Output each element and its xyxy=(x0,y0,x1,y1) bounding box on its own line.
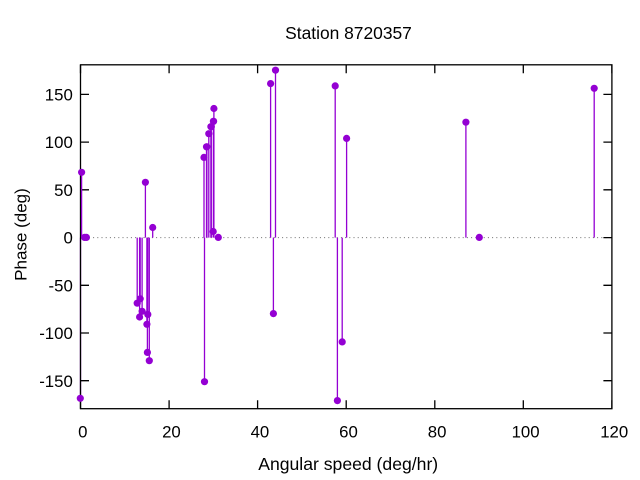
svg-text:20: 20 xyxy=(162,422,181,441)
svg-text:40: 40 xyxy=(251,422,270,441)
svg-text:150: 150 xyxy=(45,86,73,105)
svg-text:0: 0 xyxy=(78,422,87,441)
svg-text:100: 100 xyxy=(45,133,73,152)
svg-text:-50: -50 xyxy=(49,276,73,295)
svg-text:-150: -150 xyxy=(39,372,73,391)
svg-text:Phase (deg): Phase (deg) xyxy=(12,188,31,281)
svg-text:50: 50 xyxy=(54,181,73,200)
svg-text:Angular speed (deg/hr): Angular speed (deg/hr) xyxy=(258,454,438,474)
svg-text:0: 0 xyxy=(63,229,72,248)
svg-text:100: 100 xyxy=(512,422,540,441)
svg-text:Station 8720357: Station 8720357 xyxy=(285,23,412,43)
svg-text:60: 60 xyxy=(339,422,358,441)
svg-text:120: 120 xyxy=(600,422,628,441)
svg-text:-100: -100 xyxy=(39,324,73,343)
svg-text:80: 80 xyxy=(428,422,447,441)
